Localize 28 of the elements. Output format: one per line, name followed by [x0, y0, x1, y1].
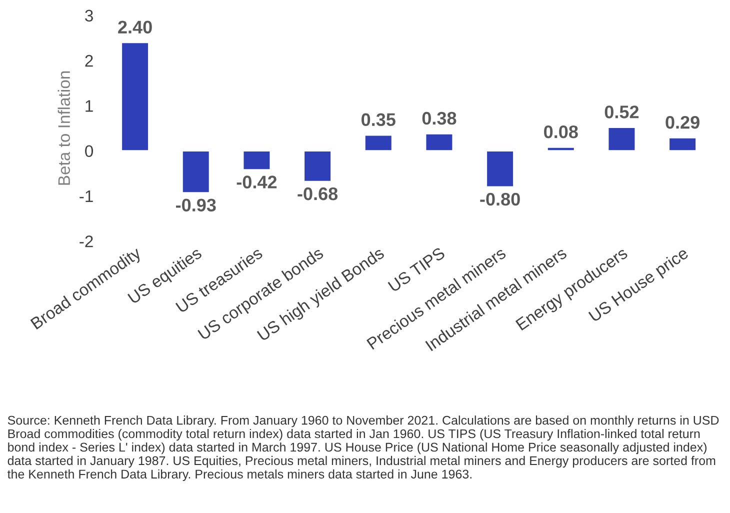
y-tick-label: 1	[86, 100, 93, 112]
y-tick-label: 2	[85, 54, 93, 67]
data-label: -0.80	[480, 192, 520, 206]
data-label: -0.42	[236, 176, 277, 188]
bar	[303, 150, 332, 182]
data-label: 2.40	[118, 20, 152, 34]
data-label: 0.35	[362, 113, 396, 126]
bar	[120, 42, 150, 152]
data-label: -0.68	[298, 187, 338, 200]
y-axis-title: Beta to Inflation	[58, 71, 70, 185]
y-tick-label: 0	[85, 145, 94, 158]
source-note: Source: Kenneth French Data Library. From January 1960 to November 2021. Calculations are based on monthly returns in USD Broad commodities (commodity total return index) data started in Jan 1960. US TIPS (US Treasury Inflation-linked total return bond index - Series L' index) data started in March 1997. US House Price (US National Home Price seasonally adjusted index) data started in January 1987. US Equities, Precious metal miners, Industrial metal miners and Energy producers are sorted from the Kenneth French Data Library. Precious metals miners data started in June 1963.	[7, 416, 719, 482]
bar	[242, 150, 272, 170]
data-label: 0.38	[422, 112, 456, 125]
data-label: 0.29	[666, 116, 700, 129]
data-label: -0.93	[176, 198, 216, 212]
y-tick-label: -2	[80, 236, 93, 248]
bar	[182, 150, 210, 194]
bar	[668, 137, 697, 152]
data-label: 0.08	[544, 125, 578, 138]
bar	[546, 146, 576, 152]
bar	[607, 126, 636, 152]
bar	[486, 150, 514, 188]
bar	[364, 134, 393, 152]
y-tick-label: -1	[80, 190, 93, 202]
bar	[424, 132, 454, 152]
y-tick-label: 3	[85, 10, 93, 22]
data-label: 0.52	[604, 106, 639, 118]
